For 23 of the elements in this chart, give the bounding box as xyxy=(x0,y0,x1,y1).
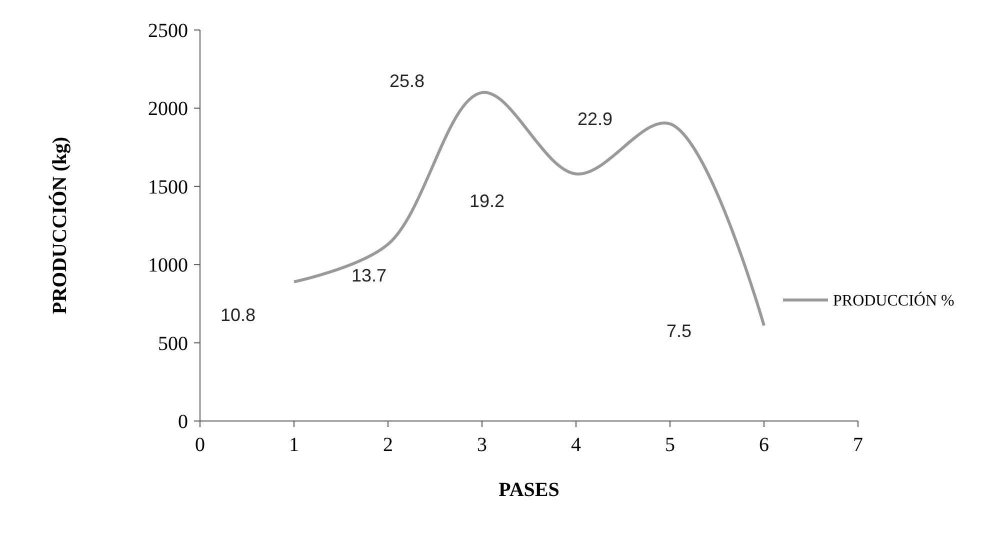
x-axis-title: PASES xyxy=(498,479,560,501)
y-tick-label: 1000 xyxy=(148,254,188,277)
x-tick-label: 4 xyxy=(571,434,581,456)
annotation: 10.8 xyxy=(220,305,256,326)
y-tick-label: 1500 xyxy=(148,176,188,198)
x-tick-label: 7 xyxy=(853,434,863,456)
x-tick-label: 1 xyxy=(289,434,299,456)
x-tick-label: 2 xyxy=(383,434,393,456)
y-axis-title: PRODUCCIÓN (kg) xyxy=(48,136,71,314)
y-tick-label: 500 xyxy=(158,332,188,355)
annotation: 13.7 xyxy=(351,266,387,286)
annotation: 25.8 xyxy=(389,70,425,91)
y-tick-label: 2000 xyxy=(148,98,188,120)
annotation: 19.2 xyxy=(469,191,505,212)
y-tick-label: 2500 xyxy=(148,20,188,42)
y-tick-label: 0 xyxy=(178,411,188,433)
x-tick-label: 0 xyxy=(195,434,205,456)
x-tick-label: 5 xyxy=(665,434,675,456)
legend-label: PRODUCCIÓN % xyxy=(833,292,954,310)
annotation: 22.9 xyxy=(577,109,613,130)
x-tick-label: 3 xyxy=(477,434,487,456)
x-tick-label: 6 xyxy=(759,434,769,456)
annotation: 7.5 xyxy=(666,320,692,341)
